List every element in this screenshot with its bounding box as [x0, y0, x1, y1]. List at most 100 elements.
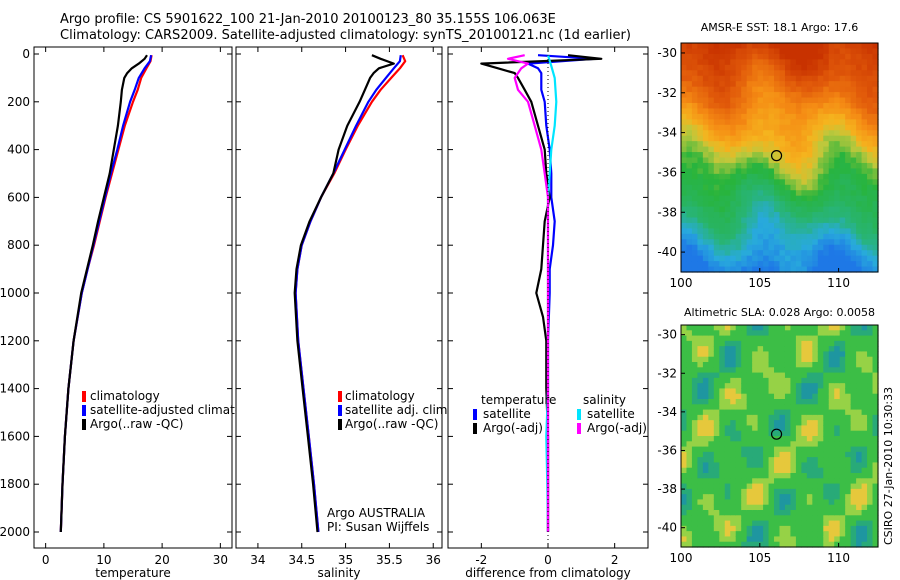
sla-map-cell [774, 478, 781, 485]
sst-map-cell [828, 206, 835, 213]
sst-map-cell [702, 250, 709, 257]
sla-map-cell [774, 367, 781, 374]
sla-map-cell [730, 362, 737, 368]
sla-map-cell [757, 441, 764, 448]
sla-map-cell [763, 457, 770, 464]
sla-map-cell [839, 362, 846, 368]
sst-map-cell [768, 64, 775, 71]
sst-map-cell [697, 81, 704, 88]
sla-map-cell [839, 462, 846, 469]
sla-map-cell [790, 420, 797, 427]
sla-map-cell [872, 515, 879, 522]
sla-map-cell [752, 420, 759, 427]
sst-map-cell [795, 157, 802, 164]
salinity-panel: 34 34.5 35 35.5 36salinityclimatologysatelli… [235, 46, 451, 580]
sla-map-cell [856, 483, 863, 490]
sla-map-cell [757, 436, 764, 442]
sst-map-cell [752, 212, 759, 219]
sst-map-cell [735, 119, 742, 126]
sst-map-cell [867, 113, 874, 120]
sst-map-cell [784, 86, 792, 93]
sst-map-cell [817, 228, 824, 235]
sla-map-cell [801, 483, 808, 490]
sst-map-cell [768, 162, 775, 169]
sla-map-cell [724, 351, 731, 358]
sla-map-cell [730, 414, 737, 421]
sla-map-cell [774, 531, 781, 538]
sst-map-cell [850, 53, 857, 60]
sst-map-cell [845, 75, 852, 82]
sst-map-cell [817, 59, 824, 66]
sst-map-cell [691, 152, 699, 159]
sst-map-cell [779, 255, 786, 262]
sla-map-cell [681, 467, 688, 474]
sst-map-cell [856, 152, 863, 159]
sla-map-cell [861, 367, 868, 374]
sla-map-cell [752, 457, 759, 464]
sla-map-cell [691, 377, 699, 384]
sst-map-cell [845, 130, 852, 137]
sst-map-cell [741, 64, 748, 71]
sst-map-cell [681, 108, 688, 115]
sst-map-cell [746, 250, 753, 257]
sla-map-cell [817, 488, 824, 495]
sst-map-cell [872, 64, 879, 71]
sst-map-cell [702, 228, 709, 235]
sla-map-cell [757, 430, 764, 437]
sla-map-cell [724, 478, 731, 485]
sla-map-cell [702, 462, 709, 469]
sst-map-cell [861, 102, 868, 110]
sla-map-cell [850, 377, 857, 384]
sla-map-cell [823, 325, 830, 331]
sst-map-cell [691, 239, 699, 246]
sla-map-cell [702, 483, 709, 490]
sst-map-cell [784, 64, 792, 71]
sst-map-cell [724, 146, 731, 153]
sla-map-cell [708, 425, 715, 432]
sla-map-cell [806, 362, 813, 368]
sst-map-cell [867, 146, 874, 153]
sla-map-cell [839, 356, 846, 363]
sla-map-cell [828, 536, 835, 543]
sst-map-cell [757, 157, 764, 164]
sst-map-cell [730, 53, 737, 60]
sst-map-cell [681, 81, 688, 88]
sla-map-cell [823, 478, 830, 485]
sst-map-cell [861, 184, 868, 191]
sst-map-cell [861, 190, 868, 197]
sla-map-cell [691, 473, 699, 479]
sst-map-cell [823, 157, 830, 164]
sla-map-cell [850, 414, 857, 421]
sst-map-cell [702, 157, 709, 164]
sla-map-cell [839, 325, 846, 331]
sla-map-cell [795, 494, 802, 501]
sla-map-cell [763, 420, 770, 427]
sla-map-cell [856, 367, 863, 374]
sst-map-cell [806, 124, 813, 131]
sla-map-cell [719, 525, 726, 532]
sst-map-cell [779, 70, 786, 77]
sst-map-cell [801, 157, 808, 164]
sst-map-cell [784, 70, 792, 77]
sst-map-cell [784, 102, 792, 110]
sst-map-cell [861, 195, 868, 202]
sst-map-cell [735, 92, 742, 99]
sla-map-cell [795, 488, 802, 495]
sla-map-cell [719, 531, 726, 538]
sla-map-cell [856, 541, 863, 548]
sst-map-cell [691, 81, 699, 88]
sla-map-cell [845, 372, 852, 379]
sst-map-cell [861, 97, 868, 104]
sst-map-cell [801, 212, 808, 219]
sst-map-cell [801, 168, 808, 175]
sla-map-cell [856, 494, 863, 501]
sst-map-cell [681, 173, 688, 180]
sst-map-cell [790, 195, 797, 202]
sla-map-cell [681, 451, 688, 458]
sla-map-cell [763, 335, 770, 342]
sla-map-cell [752, 351, 759, 358]
sst-map-cell [806, 53, 813, 60]
sst-map-cell [774, 43, 781, 50]
sst-map-cell [872, 43, 879, 50]
sla-map-cell [730, 351, 737, 358]
